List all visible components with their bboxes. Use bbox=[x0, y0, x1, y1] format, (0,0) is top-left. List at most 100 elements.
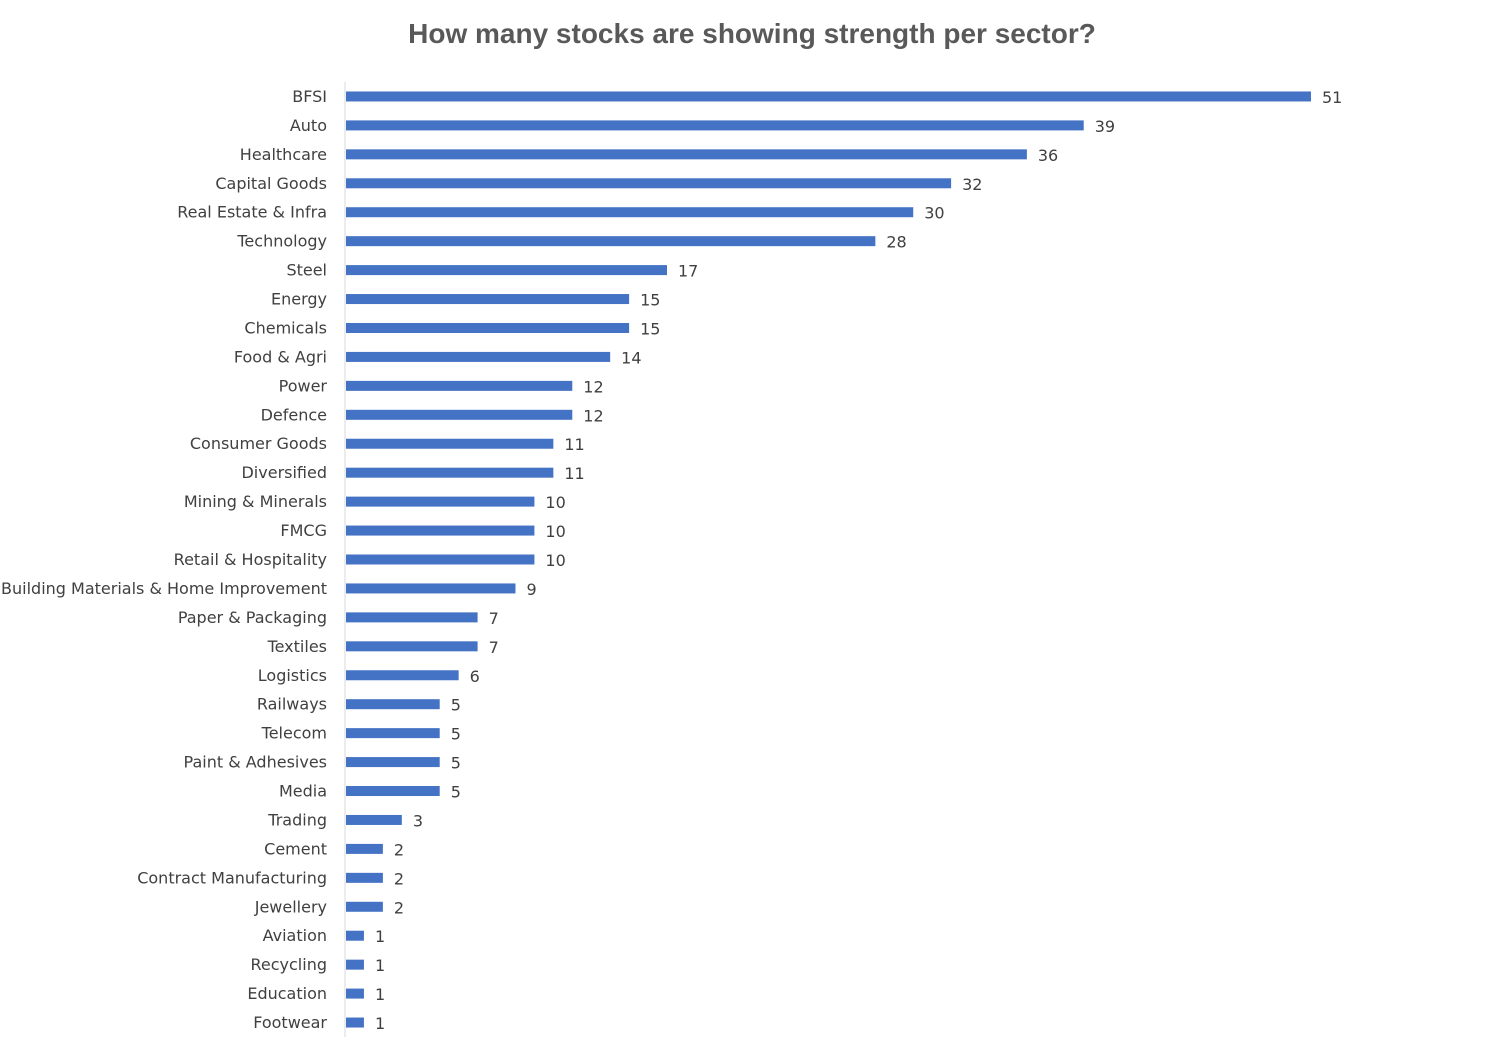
bar bbox=[346, 380, 573, 391]
data-label: 9 bbox=[526, 580, 536, 599]
category-label: Mining & Minerals bbox=[184, 492, 327, 511]
bar bbox=[346, 178, 952, 189]
data-label: 7 bbox=[489, 638, 499, 657]
data-label: 15 bbox=[640, 319, 660, 338]
bar bbox=[346, 409, 573, 420]
bar bbox=[346, 583, 516, 594]
bar bbox=[346, 988, 364, 999]
bar bbox=[346, 438, 554, 449]
data-label: 1 bbox=[375, 927, 385, 946]
data-label: 28 bbox=[886, 233, 906, 252]
category-label: Power bbox=[279, 376, 328, 395]
category-label: Retail & Hospitality bbox=[174, 550, 327, 569]
data-label: 12 bbox=[583, 406, 603, 425]
data-label: 51 bbox=[1322, 88, 1342, 107]
data-label: 6 bbox=[470, 667, 480, 686]
category-label: Paper & Packaging bbox=[178, 608, 327, 627]
category-label: FMCG bbox=[280, 521, 327, 540]
bar bbox=[346, 467, 554, 478]
data-label: 5 bbox=[451, 696, 461, 715]
bar bbox=[346, 612, 478, 623]
category-label: Capital Goods bbox=[215, 174, 327, 193]
bar bbox=[346, 930, 364, 941]
bar bbox=[346, 496, 535, 507]
category-label: Energy bbox=[271, 290, 327, 309]
bar bbox=[346, 872, 383, 883]
bar bbox=[346, 814, 402, 825]
data-label: 2 bbox=[394, 840, 404, 859]
data-label: 1 bbox=[375, 956, 385, 975]
data-label: 10 bbox=[545, 551, 565, 570]
category-label: Food & Agri bbox=[234, 347, 327, 366]
category-label: Chemicals bbox=[244, 318, 327, 337]
bar bbox=[346, 901, 383, 912]
category-label: Aviation bbox=[263, 926, 327, 945]
category-label: Real Estate & Infra bbox=[177, 203, 327, 222]
data-label: 5 bbox=[451, 754, 461, 773]
category-label: Healthcare bbox=[240, 145, 327, 164]
bar bbox=[346, 525, 535, 536]
bar bbox=[346, 149, 1027, 160]
data-label: 7 bbox=[489, 609, 499, 628]
category-label: Footwear bbox=[253, 1013, 327, 1032]
bar bbox=[346, 959, 364, 970]
category-label: Contract Manufacturing bbox=[137, 868, 327, 887]
bar bbox=[346, 265, 667, 276]
bar bbox=[346, 322, 630, 333]
data-label: 1 bbox=[375, 985, 385, 1004]
data-label: 2 bbox=[394, 898, 404, 917]
category-label: Telecom bbox=[261, 724, 327, 743]
category-label: Railways bbox=[257, 695, 327, 714]
category-label: Consumer Goods bbox=[190, 434, 327, 453]
data-label: 17 bbox=[678, 262, 698, 281]
category-label: Trading bbox=[267, 810, 327, 829]
data-label: 32 bbox=[962, 175, 982, 194]
bar bbox=[346, 699, 440, 710]
category-label: Paint & Adhesives bbox=[184, 753, 327, 772]
data-label: 3 bbox=[413, 811, 423, 830]
data-label: 39 bbox=[1095, 117, 1115, 136]
category-label: Recycling bbox=[251, 955, 328, 974]
bar bbox=[346, 843, 383, 854]
data-label: 15 bbox=[640, 291, 660, 310]
chart-title: How many stocks are showing strength per… bbox=[408, 18, 1096, 49]
category-label: Jewellery bbox=[254, 897, 327, 916]
data-label: 2 bbox=[394, 869, 404, 888]
bar bbox=[346, 757, 440, 768]
data-label: 5 bbox=[451, 783, 461, 802]
data-label: 11 bbox=[564, 435, 584, 454]
bar bbox=[346, 120, 1084, 131]
category-label: Building Materials & Home Improvement bbox=[1, 579, 327, 598]
data-label: 5 bbox=[451, 725, 461, 744]
category-label: Diversified bbox=[241, 463, 327, 482]
bar bbox=[346, 351, 611, 362]
category-label: Technology bbox=[236, 232, 327, 251]
category-label: BFSI bbox=[292, 87, 327, 106]
category-label: Steel bbox=[286, 261, 327, 280]
category-label: Education bbox=[247, 984, 327, 1003]
category-label: Logistics bbox=[258, 666, 327, 685]
data-label: 10 bbox=[545, 493, 565, 512]
data-label: 1 bbox=[375, 1014, 385, 1033]
data-label: 14 bbox=[621, 348, 641, 367]
bar bbox=[346, 670, 459, 681]
data-label: 36 bbox=[1038, 146, 1058, 165]
bar bbox=[346, 294, 630, 305]
bar bbox=[346, 1017, 364, 1028]
category-label: Media bbox=[279, 782, 327, 801]
category-label: Defence bbox=[261, 405, 327, 424]
bar bbox=[346, 554, 535, 565]
bar bbox=[346, 236, 876, 247]
data-label: 11 bbox=[564, 464, 584, 483]
category-label: Textiles bbox=[267, 637, 327, 656]
bar bbox=[346, 728, 440, 739]
bar bbox=[346, 641, 478, 652]
category-label: Cement bbox=[264, 839, 327, 858]
bar bbox=[346, 91, 1311, 102]
bar bbox=[346, 786, 440, 797]
category-label: Auto bbox=[290, 116, 327, 135]
data-label: 30 bbox=[924, 204, 944, 223]
data-label: 10 bbox=[545, 522, 565, 541]
